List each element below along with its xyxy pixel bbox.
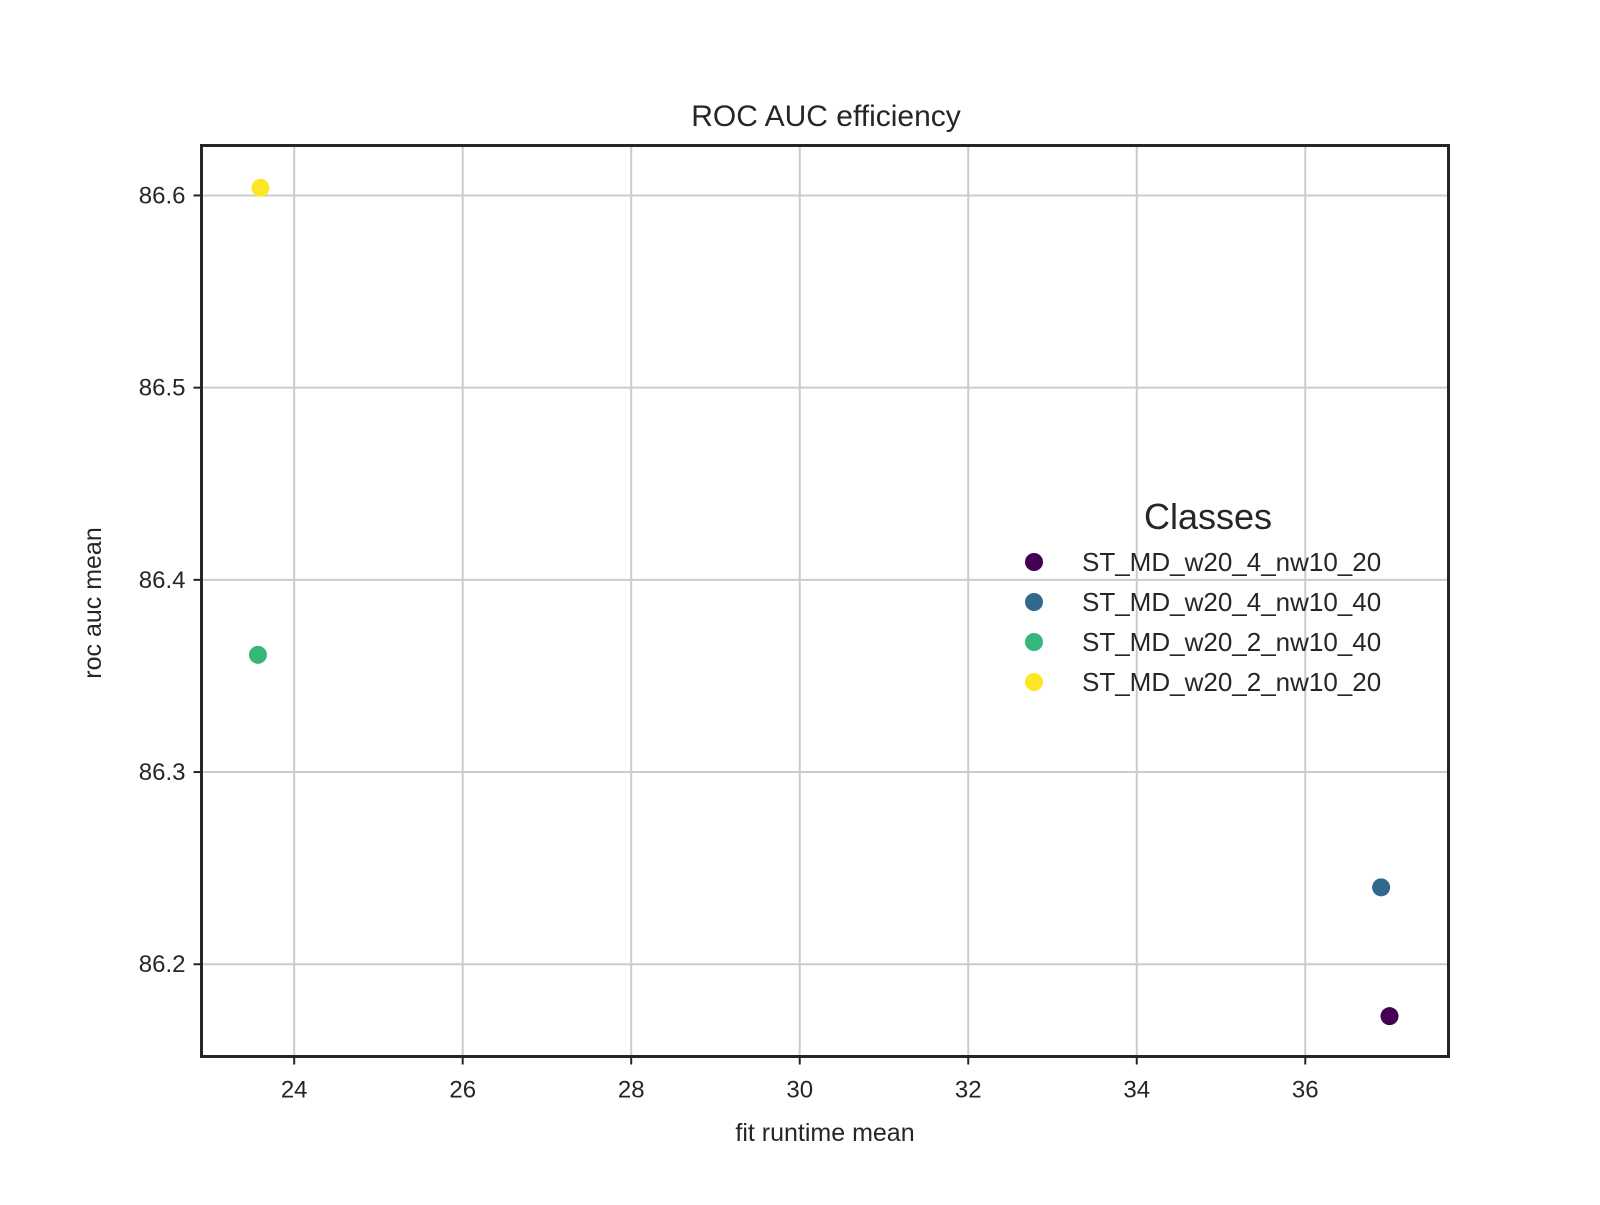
x-tick-label: 32 (955, 1077, 982, 1104)
x-tick-label: 36 (1292, 1077, 1319, 1104)
legend-title: Classes (1144, 496, 1272, 537)
y-axis-ticks: 86.2 86.3 86.4 86.5 86.6 (139, 182, 202, 978)
legend-marker (1025, 553, 1043, 571)
chart-title: ROC AUC efficiency (691, 100, 961, 133)
y-axis-label: roc auc mean (79, 527, 107, 678)
legend-label: ST_MD_w20_4_nw10_20 (1082, 547, 1381, 577)
legend-item: ST_MD_w20_2_nw10_40 (1025, 627, 1381, 657)
x-tick-label: 26 (449, 1077, 476, 1104)
legend-marker (1025, 633, 1043, 651)
legend-item: ST_MD_w20_2_nw10_20 (1025, 667, 1381, 697)
legend-label: ST_MD_w20_4_nw10_40 (1082, 587, 1381, 617)
data-point (1372, 878, 1391, 897)
legend-items: ST_MD_w20_4_nw10_20 ST_MD_w20_4_nw10_40 ST… (1025, 547, 1381, 697)
data-point (248, 645, 267, 664)
legend-item: ST_MD_w20_4_nw10_20 (1025, 547, 1381, 577)
y-tick-label: 86.2 (139, 951, 186, 978)
y-tick-label: 86.3 (139, 759, 186, 786)
legend-label: ST_MD_w20_2_nw10_40 (1082, 627, 1381, 657)
grid (201, 145, 1449, 1057)
x-axis-ticks: 24 26 28 30 32 34 36 (281, 1056, 1319, 1104)
x-tick-label: 24 (281, 1077, 308, 1104)
x-tick-label: 28 (618, 1077, 645, 1104)
y-tick-label: 86.6 (139, 182, 186, 209)
legend: Classes ST_MD_w20_4_nw10_20ST_MD_w20_4_n… (1025, 496, 1381, 697)
legend-marker (1025, 593, 1043, 611)
y-tick-label: 86.5 (139, 375, 186, 402)
data-points (248, 178, 1399, 1026)
data-point (251, 178, 270, 197)
legend-item: ST_MD_w20_4_nw10_40 (1025, 587, 1381, 617)
x-tick-label: 30 (786, 1077, 813, 1104)
x-axis-label: fit runtime mean (735, 1119, 914, 1147)
x-tick-label: 34 (1123, 1077, 1150, 1104)
plot-area-frame (200, 144, 1450, 1058)
legend-marker (1025, 673, 1043, 691)
legend-label: ST_MD_w20_2_nw10_20 (1082, 667, 1381, 697)
data-point (1380, 1007, 1399, 1026)
y-tick-label: 86.4 (139, 567, 186, 594)
